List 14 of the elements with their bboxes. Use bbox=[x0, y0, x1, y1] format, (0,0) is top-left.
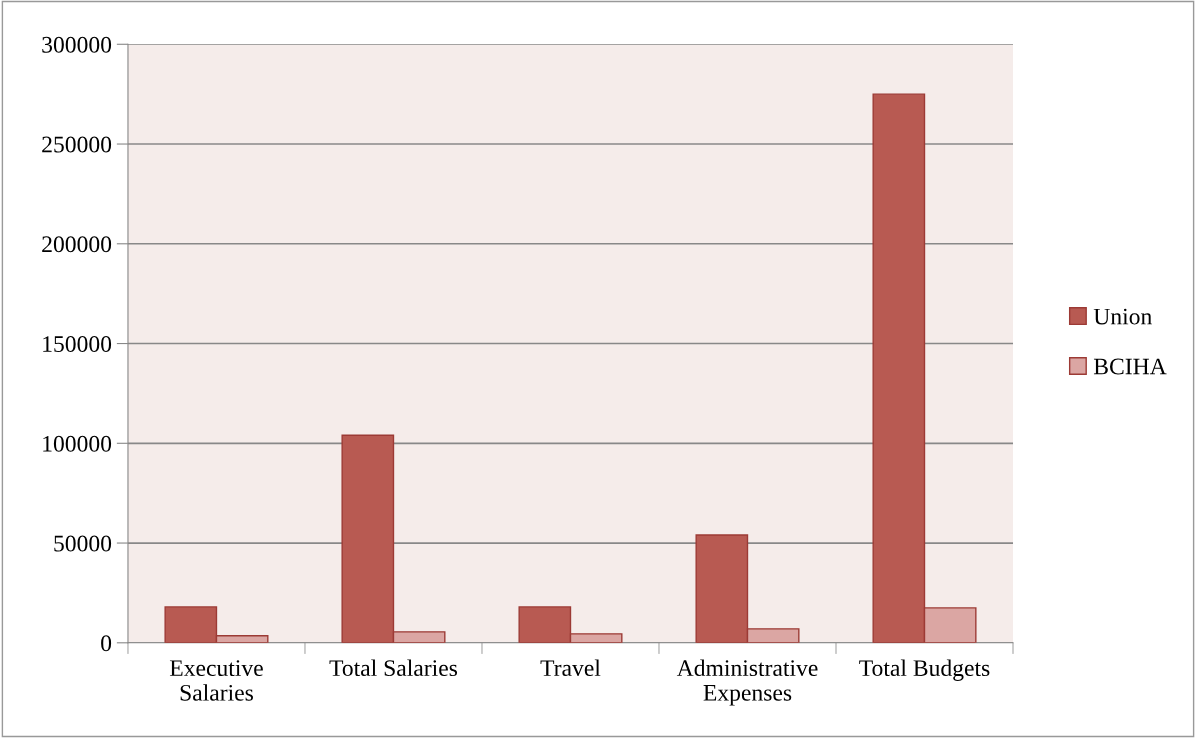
y-tick-label: 100000 bbox=[43, 435, 112, 452]
y-tick-label: 50000 bbox=[54, 535, 112, 552]
x-tick-label: Travel bbox=[540, 659, 601, 677]
x-tick-label: Administrative Expenses bbox=[676, 659, 818, 706]
y-tick-label: 150000 bbox=[43, 336, 112, 352]
y-tick-label: 200000 bbox=[42, 236, 112, 253]
y-tick-label: 250000 bbox=[42, 136, 112, 153]
x-tick-label: Total Salaries bbox=[329, 659, 458, 677]
legend-label: BCIHA bbox=[1093, 358, 1167, 375]
y-tick-label: 300000 bbox=[42, 36, 112, 53]
x-tick-label: Executive Salaries bbox=[169, 660, 263, 701]
x-tick-label: Total Budgets bbox=[859, 659, 990, 681]
y-tick-label: 0 bbox=[101, 635, 112, 652]
legend-label: Union bbox=[1093, 308, 1152, 325]
